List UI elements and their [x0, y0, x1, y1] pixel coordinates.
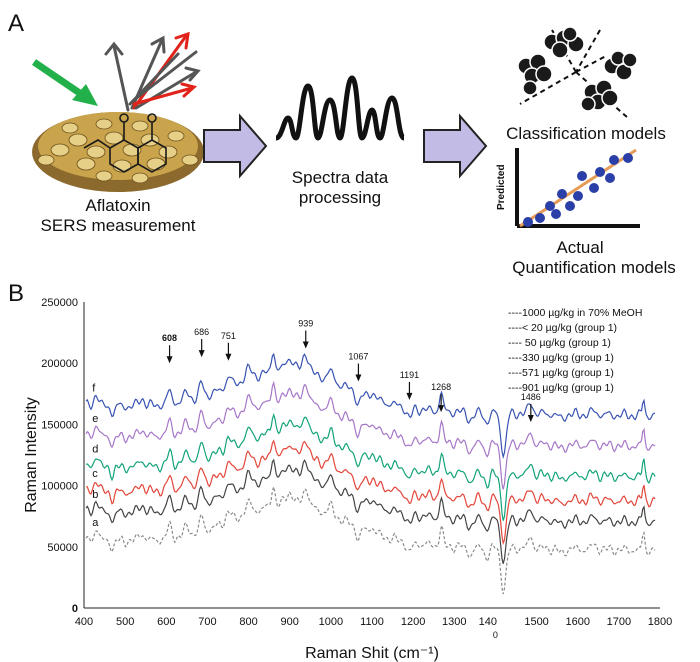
x-tick-label: 1700 [607, 616, 631, 628]
x-tick-label: 1300 [442, 616, 466, 628]
panel-a-letter: A [8, 10, 25, 37]
panel-a-graphics [32, 26, 640, 228]
spectrum-line-e [85, 380, 656, 490]
spectrum-line-f [85, 352, 656, 460]
series-letter-e: e [92, 413, 98, 425]
x-tick-label-fragment: 0 [493, 630, 498, 640]
peak-label-939: 939 [298, 319, 313, 329]
peak-arrowhead-1486 [527, 414, 534, 422]
spectrum-waveform-icon [275, 75, 407, 141]
grain-sample-image [32, 112, 204, 192]
quantification-scatter-icon [515, 148, 640, 228]
y-tick-label: 200000 [41, 358, 78, 370]
peak-arrowhead-939 [302, 341, 309, 349]
peak-arrowhead-686 [198, 350, 205, 358]
x-tick-label: 800 [239, 616, 257, 628]
x-axis-title: Raman Shit (cm⁻¹) [305, 645, 439, 662]
x-tick-label: 1500 [524, 616, 548, 628]
peak-arrowhead-1067 [355, 374, 362, 382]
processing-caption-line2: processing [298, 188, 382, 207]
x-tick-label: 140 [479, 616, 513, 628]
plot-area: 400 500 600 700 800 900 1000 1100 1200 1300 140 15… [23, 297, 672, 662]
x-tick-label: 700 [198, 616, 216, 628]
y-tick-label: 250000 [41, 297, 78, 309]
incident-beam [32, 59, 98, 106]
scatter-ylabel: Predicted [496, 164, 507, 210]
peak-label-608: 608 [162, 333, 177, 343]
x-tick-label: 500 [116, 616, 134, 628]
peak-arrowhead-1268 [438, 405, 445, 413]
series-letter-d: d [92, 444, 98, 456]
legend-entry: ---- 50 µg/kg (group 1) [508, 337, 611, 349]
y-tick-label: 0 [72, 603, 78, 615]
panel-b-letter: B [8, 280, 25, 307]
peak-arrowhead-751 [225, 353, 232, 361]
spectrum-line-d [85, 412, 656, 521]
peak-label-1191: 1191 [400, 370, 419, 380]
peak-label-1268: 1268 [431, 382, 451, 392]
series-letter-c: c [92, 468, 98, 480]
process-arrow-1 [203, 113, 268, 179]
peak-arrowhead-1191 [406, 392, 413, 400]
peak-label-751: 751 [221, 331, 236, 341]
raman-spectra-chart: 400 500 600 700 800 900 1000 1100 1200 1300 140 15… [23, 297, 672, 662]
x-tick-label: 400 [75, 616, 93, 628]
processing-caption-line1: Spectra data [291, 168, 389, 187]
x-tick-label: 900 [281, 616, 299, 628]
processing-caption: Spectra data processing [270, 168, 410, 208]
y-axis-title: Raman Intensity [23, 397, 40, 513]
legend-entry: ----< 20 µg/kg (group 1) [508, 322, 617, 334]
spectrum-line-c [85, 439, 656, 546]
x-tick-label: 600 [157, 616, 175, 628]
x-tick-label: 1200 [401, 616, 425, 628]
classification-caption: Classification models [506, 124, 666, 143]
classification-clusters-icon [517, 26, 638, 119]
process-arrow-2 [423, 113, 488, 179]
x-tick-label: 1800 [648, 616, 672, 628]
spectrum-line-b [85, 458, 656, 564]
legend-entry: ----330 µg/kg (group 1) [508, 352, 614, 364]
series-letter-b: b [92, 489, 98, 501]
peak-label-686: 686 [194, 327, 209, 337]
x-tick-label: 1100 [360, 616, 384, 628]
spectrum-line-a [85, 484, 656, 595]
peak-arrowhead-608 [166, 356, 173, 364]
peak-label-1486: 1486 [521, 392, 541, 402]
y-tick-label: 100000 [41, 481, 78, 493]
scattered-beams [104, 31, 201, 112]
measurement-caption-line2: SERS measurement [40, 216, 196, 235]
peak-label-1067: 1067 [348, 352, 368, 362]
legend-entry: ----901 µg/kg (group 1) [508, 382, 614, 394]
legend-entry: ----571 µg/kg (group 1) [508, 367, 614, 379]
x-tick-label: 1600 [565, 616, 589, 628]
scatter-xlabel: Actual [556, 238, 604, 257]
legend-entry: ----1000 µg/kg in 70% MeOH [508, 307, 642, 319]
series-letter-a: a [92, 517, 99, 529]
x-tick-label: 1000 [319, 616, 343, 628]
series-letter-f: f [92, 382, 96, 394]
quantification-caption: Quantification models [512, 258, 676, 277]
y-tick-label: 50000 [47, 542, 78, 554]
y-tick-label: 150000 [41, 419, 78, 431]
measurement-caption: Aflatoxin SERS measurement [40, 196, 196, 236]
measurement-caption-line1: Aflatoxin [85, 196, 151, 215]
